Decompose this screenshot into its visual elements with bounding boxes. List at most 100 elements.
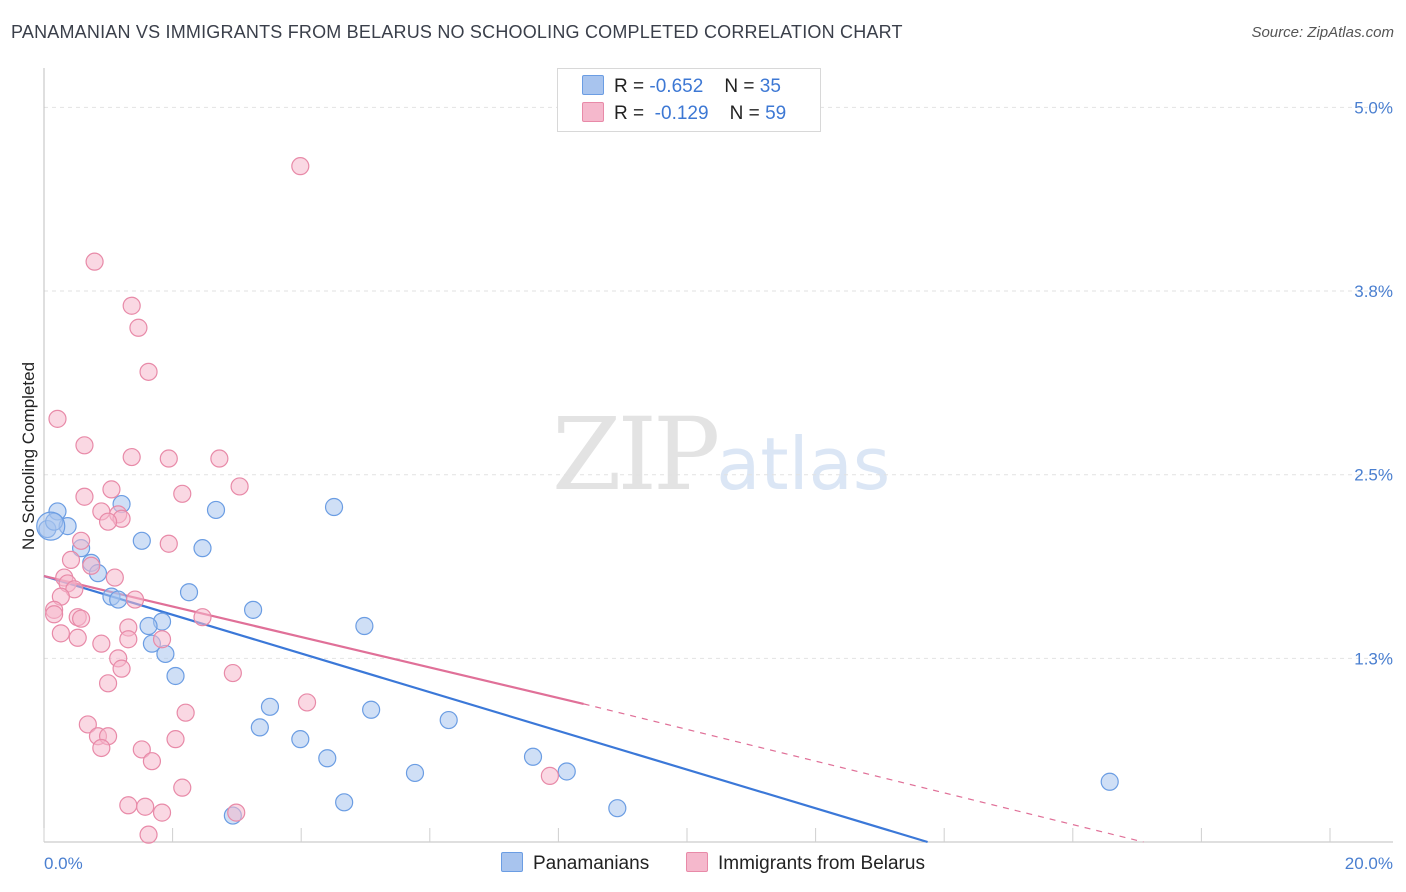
point-belarus [75, 436, 94, 455]
legend-r-value: -0.652 [649, 76, 704, 97]
legend-row-panamanians: R = -0.652 N = 35 [582, 75, 781, 98]
point-panamanians [132, 531, 151, 550]
point-belarus [176, 703, 195, 722]
point-panamanians [439, 710, 458, 730]
point-belarus [122, 447, 141, 467]
point-belarus [119, 796, 138, 815]
point-belarus [82, 556, 101, 575]
source-label: Source: ZipAtlas.com [1251, 24, 1394, 41]
bottom-legend-swatch [686, 852, 708, 872]
trend-line [43, 575, 928, 844]
point-panamanians [523, 747, 543, 766]
point-belarus [98, 512, 118, 531]
point-belarus [230, 477, 249, 496]
point-belarus [291, 157, 310, 176]
point-belarus [152, 630, 172, 649]
point-panamanians [608, 799, 627, 818]
watermark-zip: ZIP [552, 396, 720, 513]
point-belarus [139, 362, 158, 381]
axes [43, 68, 1393, 843]
legend-n-value: 59 [765, 103, 787, 124]
point-belarus [166, 730, 185, 749]
point-belarus [45, 605, 64, 624]
point-belarus [159, 534, 178, 553]
point-belarus [139, 825, 158, 844]
point-panamanians [109, 590, 128, 609]
point-belarus [105, 568, 124, 587]
point-belarus [223, 663, 242, 683]
x-tick-label: 0.0% [44, 854, 83, 873]
point-panamanians [139, 616, 158, 636]
point-panamanians [179, 583, 199, 602]
stats-legend: R = -0.652 N = 35 R = -0.129 N = 59 [557, 68, 821, 132]
point-belarus [159, 449, 178, 468]
point-belarus [173, 778, 192, 797]
point-belarus [112, 659, 131, 678]
legend-swatch-panamanians [582, 75, 604, 95]
point-belarus [227, 803, 246, 822]
point-belarus [78, 715, 97, 734]
bottom-legend-swatch [501, 852, 523, 872]
point-panamanians [166, 666, 185, 686]
point-belarus [119, 630, 138, 649]
point-belarus [71, 609, 91, 628]
point-belarus [75, 487, 94, 506]
point-panamanians [405, 763, 425, 783]
x-tick-label: 20.0% [1345, 854, 1393, 873]
watermark: ZIPatlas [552, 396, 890, 513]
point-panamanians [335, 793, 354, 812]
tick-labels: 1.3% 2.5% 3.8% 5.0% 0.0% 20.0% [44, 98, 1393, 873]
legend-n-label: N = [724, 76, 755, 97]
y-axis-label: No Schooling Completed [19, 362, 38, 550]
point-panamanians [362, 700, 381, 719]
point-panamanians [324, 497, 344, 517]
point-belarus [152, 803, 172, 822]
point-panamanians [243, 600, 263, 619]
point-belarus [68, 628, 87, 647]
point-belarus [102, 480, 121, 499]
point-panamanians [250, 718, 269, 737]
point-panamanians [193, 539, 212, 558]
legend-r-value: -0.129 [654, 103, 709, 124]
y-tick-label: 3.8% [1354, 282, 1393, 301]
data-points [36, 157, 1119, 844]
legend-row-belarus: R = -0.129 N = 59 [582, 102, 786, 125]
point-belarus [48, 409, 67, 428]
point-belarus [122, 296, 141, 315]
legend-n-value: 35 [759, 76, 781, 97]
point-belarus [125, 590, 145, 609]
y-tick-label: 2.5% [1354, 466, 1393, 485]
point-belarus [92, 634, 111, 653]
point-belarus [173, 484, 192, 503]
y-tick-label: 5.0% [1354, 98, 1393, 117]
gridlines [44, 106, 1393, 659]
point-belarus [297, 693, 317, 712]
legend-r-label: R = [614, 103, 645, 124]
point-belarus [193, 608, 212, 627]
point-panamanians [156, 644, 175, 664]
point-belarus [92, 738, 111, 758]
y-tick-label: 1.3% [1354, 649, 1393, 668]
point-belarus [129, 318, 148, 337]
chart-title: PANAMANIAN VS IMMIGRANTS FROM BELARUS NO… [11, 22, 903, 42]
point-panamanians [206, 500, 226, 520]
point-panamanians [260, 697, 280, 716]
point-belarus [540, 766, 559, 785]
point-panamanians-large [36, 511, 66, 541]
point-belarus [61, 550, 81, 570]
bottom-legend-panamanians: Panamanians [501, 852, 649, 875]
point-panamanians [355, 616, 374, 636]
legend-r-label: R = [614, 76, 645, 97]
legend-swatch-belarus [582, 102, 604, 122]
point-belarus [142, 752, 162, 771]
point-belarus [132, 740, 151, 759]
point-belarus [71, 531, 91, 550]
point-panamanians [291, 730, 310, 749]
point-panamanians [318, 749, 337, 768]
trend-line-extension [583, 703, 1144, 843]
point-belarus [98, 674, 118, 693]
watermark-atlas: atlas [716, 422, 891, 506]
point-panamanians [1100, 772, 1119, 791]
point-belarus [85, 252, 104, 271]
